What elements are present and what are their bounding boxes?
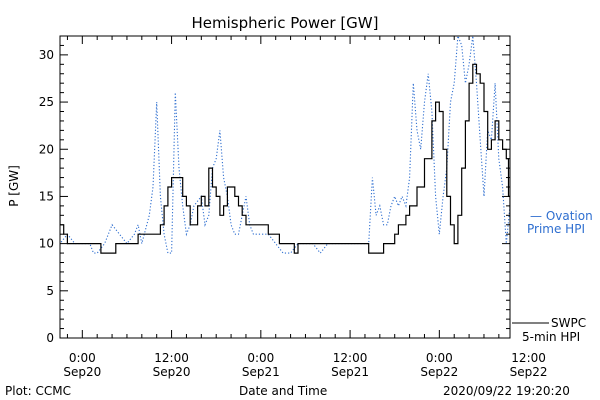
y-tick-label: 0 <box>46 331 54 345</box>
legend-ovation-line1: — Ovation <box>530 209 593 223</box>
y-tick-label: 15 <box>39 189 54 203</box>
y-tick-label: 25 <box>39 95 54 109</box>
tick-labels: 0510152025300:00Sep2012:00Sep200:00Sep21… <box>39 48 548 379</box>
legend-ovation-line2: Prime HPI <box>527 222 585 236</box>
footer-timestamp: 2020/09/22 19:20:20 <box>443 384 570 398</box>
y-tick-label: 30 <box>39 48 54 62</box>
chart-title: Hemispheric Power [GW] <box>192 14 379 32</box>
plot-frame <box>59 35 511 339</box>
footer-x-axis-label: Date and Time <box>239 384 328 398</box>
x-tick-label-date: Sep20 <box>63 365 101 379</box>
x-tick-label-time: 0:00 <box>426 351 453 365</box>
y-axis-label: P [GW] <box>7 165 21 207</box>
x-tick-label-time: 12:00 <box>511 351 546 365</box>
x-tick-label-time: 0:00 <box>247 351 274 365</box>
x-tick-label-date: Sep22 <box>420 365 458 379</box>
y-tick-label: 10 <box>39 237 54 251</box>
series-swpc-line <box>60 63 510 254</box>
y-tick-label: 20 <box>39 142 54 156</box>
legend-swpc-line2: 5-min HPI <box>522 330 580 344</box>
x-tick-label-date: Sep21 <box>331 365 369 379</box>
axes <box>59 35 511 339</box>
series-ovation-line <box>60 36 510 254</box>
x-tick-label-time: 0:00 <box>69 351 96 365</box>
footer-plot-credit: Plot: CCMC <box>5 384 71 398</box>
x-tick-label-date: Sep22 <box>510 365 548 379</box>
y-tick-label: 5 <box>46 284 54 298</box>
series-layer <box>60 36 510 254</box>
x-tick-label-time: 12:00 <box>154 351 189 365</box>
x-tick-label-date: Sep20 <box>153 365 191 379</box>
x-tick-label-date: Sep21 <box>242 365 280 379</box>
x-tick-label-time: 12:00 <box>333 351 368 365</box>
legend-swpc-line1: SWPC <box>551 316 586 330</box>
